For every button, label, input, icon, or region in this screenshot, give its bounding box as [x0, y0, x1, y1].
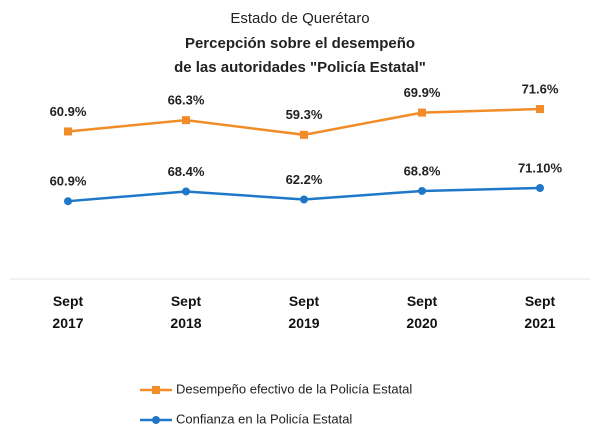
data-label: 66.3%	[168, 93, 205, 108]
x-tick-label: Sept 2017	[52, 293, 84, 331]
marker	[182, 116, 190, 125]
chart-subtitle: Estado de Querétaro	[230, 10, 369, 27]
data-label: 69.9%	[404, 85, 441, 100]
data-label: 60.9%	[50, 104, 87, 119]
marker	[64, 197, 72, 206]
marker	[536, 105, 544, 114]
legend-label: Desempeño efectivo de la Policía Estatal	[176, 381, 412, 396]
marker	[300, 195, 308, 204]
marker	[418, 108, 426, 117]
legend-marker	[152, 386, 160, 394]
data-label: 68.8%	[404, 163, 441, 178]
marker	[64, 127, 72, 136]
chart-title: de las autoridades "Policía Estatal"	[174, 59, 426, 76]
legend-marker	[152, 416, 160, 424]
x-tick-label: Sept 2018	[170, 293, 202, 331]
data-label: 59.3%	[286, 107, 323, 122]
x-tick-label: Sept 2020	[406, 293, 438, 331]
legend-label: Confianza en la Policía Estatal	[176, 411, 352, 426]
chart-title: Percepción sobre el desempeño	[185, 35, 415, 52]
data-label: 62.2%	[286, 172, 323, 187]
x-tick-label: Sept 2021	[524, 293, 556, 331]
data-label: 71.10%	[518, 160, 563, 175]
marker	[418, 186, 426, 195]
marker	[536, 183, 544, 192]
marker	[300, 130, 308, 139]
data-label: 71.6%	[522, 81, 559, 96]
data-label: 68.4%	[168, 164, 205, 179]
x-tick-label: Sept 2019	[288, 293, 320, 331]
data-label: 60.9%	[50, 174, 87, 189]
marker	[182, 187, 190, 196]
